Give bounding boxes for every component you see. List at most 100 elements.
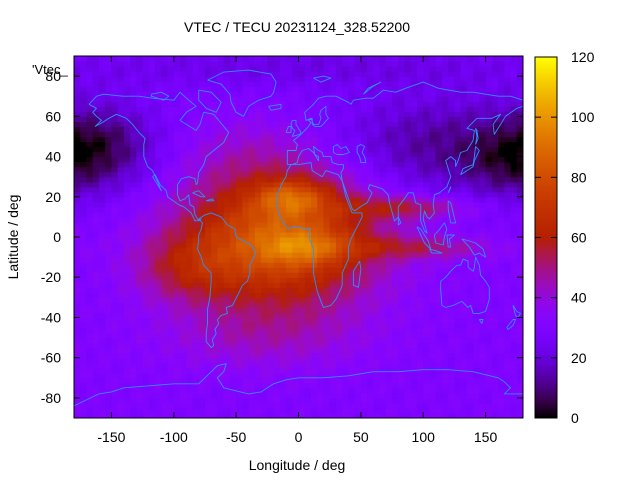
heatmap-cell (80, 136, 88, 143)
heatmap-cell (248, 216, 256, 223)
heatmap-cell (254, 96, 262, 102)
heatmap-cell (242, 196, 250, 203)
heatmap-cell (148, 397, 156, 404)
heatmap-cell (217, 136, 225, 143)
heatmap-cell (186, 367, 194, 374)
heatmap-cell (392, 382, 399, 389)
heatmap-cell (398, 86, 406, 92)
heatmap-cell (454, 76, 462, 82)
heatmap-cell (323, 267, 331, 273)
heatmap-cell (323, 71, 331, 77)
heatmap-cell (473, 292, 480, 298)
heatmap-cell (217, 206, 225, 213)
heatmap-cell (117, 226, 125, 233)
heatmap-cell (136, 307, 144, 314)
heatmap-cell (510, 277, 518, 283)
heatmap-cell (155, 287, 162, 293)
heatmap-cell (98, 317, 106, 324)
heatmap-cell (229, 312, 237, 319)
heatmap-cell (204, 121, 212, 127)
heatmap-cell (423, 352, 431, 359)
heatmap-cell (254, 161, 262, 168)
heatmap-cell (161, 216, 169, 223)
heatmap-cell (292, 367, 300, 374)
heatmap-cell (410, 387, 418, 394)
heatmap-cell (223, 382, 231, 389)
heatmap-cell (373, 257, 381, 263)
heatmap-cell (360, 176, 368, 183)
heatmap-cell (74, 171, 81, 178)
heatmap-cell (491, 186, 499, 193)
heatmap-cell (454, 332, 462, 339)
heatmap-cell (167, 176, 175, 183)
heatmap-cell (111, 267, 119, 273)
heatmap-cell (98, 237, 106, 243)
heatmap-cell (236, 382, 243, 389)
heatmap-cell (385, 116, 393, 122)
heatmap-cell (373, 252, 381, 258)
heatmap-cell (466, 277, 474, 283)
heatmap-cell (111, 126, 119, 133)
heatmap-cell (379, 121, 387, 127)
heatmap-cell (466, 226, 474, 233)
heatmap-cell (236, 312, 243, 319)
heatmap-cell (354, 387, 362, 394)
heatmap-cell (273, 327, 281, 334)
heatmap-cell (186, 226, 194, 233)
heatmap-cell (292, 131, 300, 138)
heatmap-cell (161, 231, 169, 238)
heatmap-cell (167, 201, 175, 208)
heatmap-cell (161, 247, 169, 253)
heatmap-cell (148, 287, 156, 293)
heatmap-cell (416, 387, 424, 394)
heatmap-cell (204, 367, 212, 374)
heatmap-cell (392, 211, 399, 218)
heatmap-cell (211, 397, 219, 404)
heatmap-cell (398, 237, 406, 243)
heatmap-cell (292, 81, 300, 87)
heatmap-cell (491, 277, 499, 283)
heatmap-cell (454, 412, 462, 418)
heatmap-cell (236, 352, 243, 359)
heatmap-cell (423, 252, 431, 258)
heatmap-cell (342, 317, 349, 324)
heatmap-cell (304, 166, 312, 173)
heatmap-cell (385, 111, 393, 117)
heatmap-cell (329, 196, 337, 203)
heatmap-cell (286, 231, 293, 238)
heatmap-cell (173, 367, 181, 374)
heatmap-cell (192, 131, 200, 138)
heatmap-cell (211, 196, 219, 203)
heatmap-cell (242, 377, 250, 384)
heatmap-cell (304, 151, 312, 158)
heatmap-cell (92, 151, 100, 158)
heatmap-cell (148, 226, 156, 233)
heatmap-cell (404, 96, 412, 102)
heatmap-cell (342, 126, 349, 133)
heatmap-cell (236, 387, 243, 394)
heatmap-cell (423, 272, 431, 278)
heatmap-cell (385, 136, 393, 143)
heatmap-cell (329, 171, 337, 178)
heatmap-cell (348, 397, 356, 404)
heatmap-cell (248, 262, 256, 268)
heatmap-cell (292, 96, 300, 102)
heatmap-cell (236, 141, 243, 148)
heatmap-cell (448, 211, 456, 218)
heatmap-cell (92, 141, 100, 148)
heatmap-cell (267, 196, 275, 203)
heatmap-cell (466, 337, 474, 344)
heatmap-cell (342, 242, 349, 248)
heatmap-cell (379, 362, 387, 369)
heatmap-cell (360, 282, 368, 288)
heatmap-cell (86, 317, 94, 324)
heatmap-cell (192, 76, 200, 82)
heatmap-cell (229, 287, 237, 293)
heatmap-cell (354, 362, 362, 369)
heatmap-cell (111, 257, 119, 263)
heatmap-cell (473, 156, 480, 163)
heatmap-cell (342, 81, 349, 87)
heatmap-cell (329, 201, 337, 208)
heatmap-cell (298, 262, 306, 268)
heatmap-cell (198, 307, 206, 314)
